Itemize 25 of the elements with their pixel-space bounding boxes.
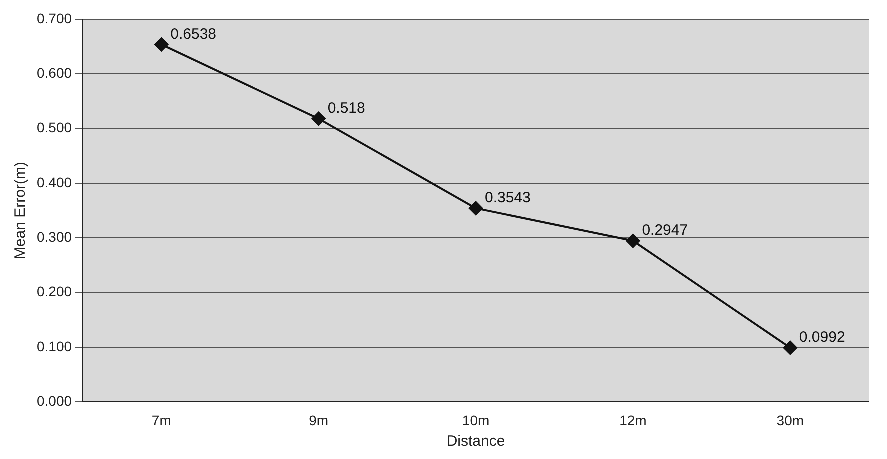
y-tick-label: 0.200 <box>36 284 72 300</box>
y-tick-label: 0.600 <box>36 64 72 81</box>
x-axis-title: Distance <box>446 433 506 450</box>
point <box>154 38 169 52</box>
point <box>783 340 798 355</box>
data-label: 0.518 <box>328 100 366 118</box>
y-tick-label: 0.000 <box>36 393 72 410</box>
y-axis-title: Mean Error(m) <box>12 162 30 260</box>
y-tick-label: 0.400 <box>36 174 72 190</box>
x-tick-label: 10m <box>462 412 490 428</box>
data-label: 0.0992 <box>799 329 846 346</box>
x-tick-label: 7m <box>152 412 172 428</box>
y-tick-label: 0.700 <box>36 10 72 26</box>
x-tick-label: 9m <box>309 412 329 428</box>
y-tick-label: 0.100 <box>36 338 72 354</box>
point <box>626 234 640 248</box>
y-tick-label: 0.500 <box>36 120 72 136</box>
x-tick-label: 12m <box>620 412 647 428</box>
point <box>469 201 484 216</box>
data-label: 0.2947 <box>642 222 688 240</box>
data-label: 0.3543 <box>485 190 531 207</box>
data-label: 0.6538 <box>170 26 217 43</box>
point <box>312 112 326 126</box>
y-tick-label: 0.300 <box>36 229 72 245</box>
x-tick-label: 30m <box>776 412 804 428</box>
